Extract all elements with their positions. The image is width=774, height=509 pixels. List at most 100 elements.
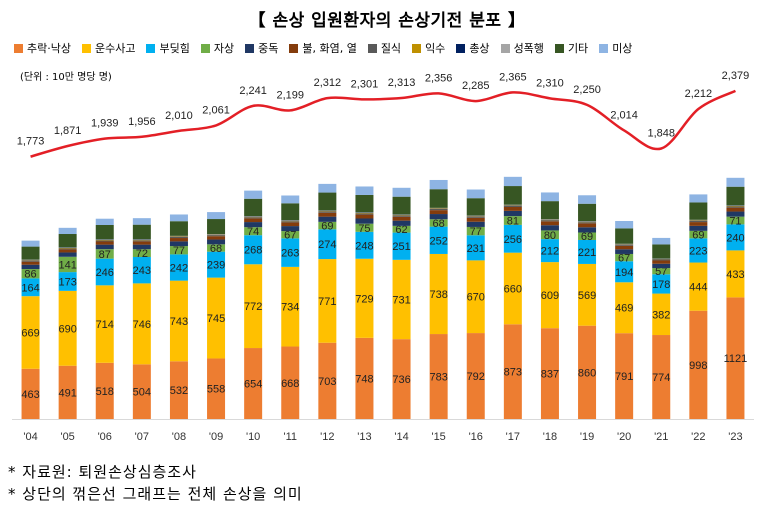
data-label: 774	[652, 372, 670, 384]
x-tick-label: '16	[469, 431, 483, 443]
x-tick-label: '09	[209, 431, 223, 443]
bar-segment	[689, 230, 708, 239]
data-label: 248	[355, 240, 373, 252]
bar-segment	[244, 222, 263, 228]
bar-segment	[355, 194, 374, 213]
bar-segment	[21, 260, 40, 262]
bar-segment	[132, 244, 151, 250]
bar-segment	[652, 244, 671, 259]
bar-segment	[652, 335, 671, 419]
bar-segment	[281, 266, 300, 347]
bar-segment	[429, 189, 448, 208]
bar-segment	[207, 219, 226, 235]
x-tick-label: '20	[617, 431, 631, 443]
data-label: 87	[99, 249, 111, 261]
bar-segment	[318, 216, 337, 222]
bar-segment	[392, 220, 411, 226]
x-tick-label: '12	[320, 431, 334, 443]
data-label: 86	[24, 269, 36, 281]
bar-segment	[503, 216, 522, 225]
bar-segment	[726, 297, 745, 419]
bar-segment	[355, 223, 374, 232]
bar-segment	[392, 339, 411, 419]
data-label: 873	[504, 367, 522, 379]
data-label: 263	[281, 248, 299, 260]
bar-segment	[540, 225, 559, 231]
legend-swatch	[289, 44, 299, 53]
bar-segment	[540, 221, 559, 226]
bar-segment	[615, 220, 634, 229]
bar-segment	[21, 368, 40, 419]
data-label: 69	[321, 221, 333, 233]
bar-segment	[689, 225, 708, 231]
bar-segment	[95, 362, 114, 419]
data-label: 72	[136, 248, 148, 260]
bar-segment	[244, 348, 263, 419]
data-label: 783	[429, 372, 447, 384]
bar-segment	[281, 226, 300, 232]
data-label: 532	[170, 385, 188, 397]
total-label: 2,310	[536, 77, 564, 89]
bar-segment	[652, 237, 671, 245]
bar-segment	[169, 254, 188, 281]
data-label: 75	[358, 223, 370, 235]
bar-segment	[615, 244, 634, 246]
data-label: 569	[578, 290, 596, 302]
data-label: 772	[244, 301, 262, 313]
bar-segment	[207, 236, 226, 240]
x-tick-label: '22	[691, 431, 705, 443]
x-tick-label: '04	[23, 431, 37, 443]
bar-segment	[207, 358, 226, 419]
bar-segment	[503, 224, 522, 253]
bar-segment	[355, 258, 374, 338]
bar-segment	[355, 186, 374, 195]
bar-segment	[169, 361, 188, 419]
bar-segment	[429, 210, 448, 215]
legend-swatch	[500, 44, 510, 53]
data-label: 164	[21, 282, 39, 294]
total-label: 2,199	[276, 89, 304, 101]
bar-segment	[169, 214, 188, 222]
bar-segment	[21, 296, 40, 369]
data-label: 62	[395, 224, 407, 236]
bar-segment	[689, 310, 708, 419]
bar-segment	[132, 218, 151, 225]
data-label: 239	[207, 260, 225, 272]
bar-segment	[466, 189, 485, 199]
bar-segment	[466, 333, 485, 419]
chart-title: 【 손상 입원환자의 손상기전 분포 】	[248, 11, 526, 31]
bar-segment	[169, 236, 188, 239]
bar-segment	[652, 259, 671, 261]
footnote-line-note: * 상단의 꺾은선 그래프는 전체 손상을 의미	[8, 485, 303, 503]
total-label: 1,848	[647, 127, 675, 139]
bar-segment	[318, 192, 337, 211]
data-label: 609	[541, 290, 559, 302]
bar-segment	[95, 225, 114, 240]
total-label: 2,365	[499, 71, 527, 83]
x-tick-label: '15	[431, 431, 445, 443]
bar-segment	[503, 186, 522, 205]
chart-legend: 추락·낙상 운수사고 부딪힘 자상 중독 불, 화염, 열 질식 익수 총상 성폭행 기타 미상	[14, 40, 774, 56]
bar-segment	[429, 208, 448, 211]
data-label: 223	[689, 245, 707, 257]
bar-segment	[281, 346, 300, 419]
total-line	[30, 89, 736, 158]
bar-segment	[21, 278, 40, 297]
legend-swatch	[200, 44, 210, 53]
legend-swatch	[14, 44, 23, 53]
bar-segment	[207, 239, 226, 245]
bar-segment	[466, 198, 485, 216]
bar-segment	[95, 218, 114, 226]
bar-segment	[466, 226, 485, 236]
data-label: 734	[281, 302, 299, 314]
bar-segment	[244, 235, 263, 265]
bar-segment	[318, 259, 337, 343]
total-label: 2,312	[314, 77, 342, 89]
data-label: 80	[544, 230, 556, 242]
bar-segment	[355, 213, 374, 215]
bar-segment	[355, 231, 374, 259]
bar-segment	[503, 210, 522, 217]
data-label: 240	[726, 232, 744, 244]
bar-segment	[652, 274, 671, 294]
